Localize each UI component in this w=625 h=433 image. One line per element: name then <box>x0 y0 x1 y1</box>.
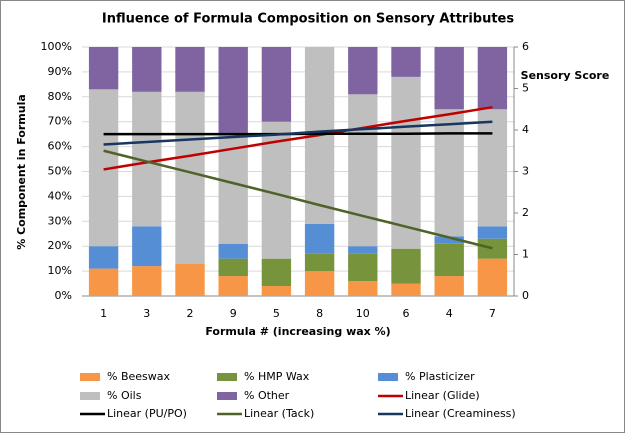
bar-segment <box>477 47 508 110</box>
x-tick-label: 7 <box>489 307 496 320</box>
y2-tick-label: 1 <box>522 248 529 261</box>
y-tick-label: 80% <box>48 90 72 103</box>
bar-segment <box>261 121 292 259</box>
x-tick-label: 8 <box>316 307 323 320</box>
legend-label: % Beeswax <box>107 370 170 383</box>
x-tick-label: 3 <box>143 307 150 320</box>
y-tick-label: 50% <box>48 165 72 178</box>
y-tick-label: 10% <box>48 264 72 277</box>
x-tick-label: 1 <box>100 307 107 320</box>
bar-segment <box>477 109 508 227</box>
x-tick-label: 9 <box>230 307 237 320</box>
y2-tick-label: 4 <box>522 123 529 136</box>
legend-label: Linear (PU/PO) <box>107 407 187 420</box>
bar-segment <box>391 76 421 249</box>
y2-tick-label: 2 <box>522 206 529 219</box>
y2-tick-label: 6 <box>522 40 529 53</box>
legend-label: % Other <box>244 389 290 402</box>
bar-segment <box>434 276 464 296</box>
bar-segment <box>261 286 292 296</box>
trend-line <box>103 149 493 250</box>
bar-segment <box>175 91 205 264</box>
bar-segment <box>348 47 378 95</box>
legend-swatch <box>217 373 237 381</box>
legend-swatch <box>80 373 100 381</box>
legend-label: % HMP Wax <box>244 370 310 383</box>
bar-segment <box>218 134 248 244</box>
x-tick-label: 2 <box>187 307 194 320</box>
y-tick-label: 70% <box>48 115 72 128</box>
bar-segment <box>348 94 378 247</box>
bar-segment <box>88 246 119 269</box>
bar-segment <box>88 47 119 90</box>
legend-label: Linear (Creaminess) <box>405 407 516 420</box>
bar-segment <box>434 47 464 110</box>
y2-axis-title: Sensory Score <box>521 69 610 82</box>
trend-line <box>103 105 493 171</box>
bar-segment <box>218 258 248 277</box>
bar-segment <box>348 281 378 296</box>
x-axis-title: Formula # (increasing wax %) <box>205 325 390 338</box>
bar-segment <box>132 47 162 92</box>
y-tick-label: 90% <box>48 65 72 78</box>
y-axis-title: % Component in Formula <box>15 94 28 250</box>
bar-segment <box>88 268 119 296</box>
bar-segment <box>391 248 421 284</box>
bar-segment <box>304 223 335 254</box>
bar-segment <box>304 271 335 296</box>
bar-segment <box>434 243 464 277</box>
x-tick-label: 10 <box>356 307 370 320</box>
bar-segment <box>304 253 335 272</box>
legend-label: Linear (Tack) <box>244 407 314 420</box>
bar-segment <box>434 236 464 244</box>
legend-swatch <box>80 392 100 400</box>
y2-tick-label: 3 <box>522 165 529 178</box>
y-tick-label: 100% <box>41 40 72 53</box>
bar-segment <box>477 238 508 259</box>
bar-segment <box>348 253 378 282</box>
bar-segment <box>132 226 162 267</box>
legend-label: % Oils <box>107 389 142 402</box>
bar-segment <box>218 243 248 259</box>
y2-tick-label: 5 <box>522 82 529 95</box>
legend-swatch <box>217 392 237 400</box>
legend-label: % Plasticizer <box>405 370 475 383</box>
bar-segment <box>218 47 248 135</box>
legend-label: Linear (Glide) <box>405 389 480 402</box>
bar-segment <box>175 47 205 92</box>
trend-line <box>103 120 493 146</box>
y-tick-label: 40% <box>48 189 72 202</box>
bar-segment <box>261 47 292 122</box>
bar-segment <box>218 276 248 296</box>
bar-segment <box>391 47 421 77</box>
bar-segment <box>132 266 162 296</box>
y-tick-label: 0% <box>55 289 72 302</box>
x-tick-label: 4 <box>446 307 453 320</box>
y2-tick-label: 0 <box>522 289 529 302</box>
bar-segment <box>348 246 378 254</box>
x-tick-label: 5 <box>273 307 280 320</box>
bar-segment <box>261 258 292 287</box>
bar-segment <box>477 226 508 239</box>
bar-segment <box>434 109 464 237</box>
y-tick-label: 20% <box>48 239 72 252</box>
y-tick-label: 30% <box>48 214 72 227</box>
bar-segment <box>477 258 508 296</box>
legend-swatch <box>378 373 398 381</box>
bar-segment <box>175 263 205 296</box>
chart-title: Influence of Formula Composition on Sens… <box>102 12 514 27</box>
x-tick-label: 6 <box>403 307 410 320</box>
bar-segment <box>391 283 421 296</box>
y-tick-label: 60% <box>48 140 72 153</box>
